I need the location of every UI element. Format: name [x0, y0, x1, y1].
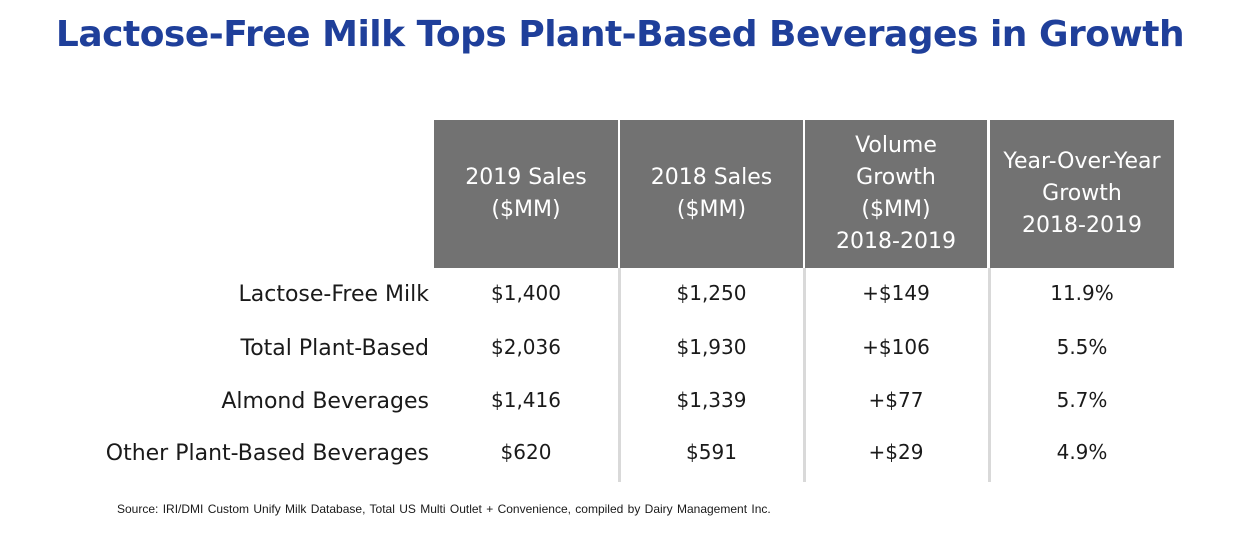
table-cell: $1,930 [676, 335, 747, 359]
row-label: Almond Beverages [221, 389, 429, 414]
column-divider [618, 268, 621, 482]
table-cell: +$149 [862, 281, 930, 305]
column-header-3: Volume Growth ($MM) 2018-2019 [805, 120, 987, 268]
table-cell: 4.9% [1056, 440, 1108, 464]
table-cell: $1,416 [491, 388, 561, 412]
row-label: Total Plant-Based [240, 336, 430, 361]
column-divider [803, 268, 806, 482]
column-header-4: Year-Over-Year Growth 2018-2019 [990, 120, 1174, 268]
table-cell: $1,250 [676, 281, 747, 305]
row-label: Lactose-Free Milk [238, 282, 429, 307]
row-label: Other Plant-Based Beverages [105, 441, 429, 466]
table-cell: $2,036 [491, 335, 561, 359]
table-cell: 11.9% [1050, 281, 1114, 305]
table-cell: +$106 [862, 335, 930, 359]
source-note: Source: IRI/DMI Custom Unify Milk Databa… [117, 502, 771, 516]
table-cell: 5.7% [1056, 388, 1108, 412]
table-cell: 5.5% [1056, 335, 1108, 359]
chart-title: Lactose-Free Milk Tops Plant-Based Bever… [55, 14, 1185, 55]
table-cell: $1,400 [491, 281, 561, 305]
table-cell: +$77 [868, 388, 924, 412]
table-cell: $1,339 [676, 388, 747, 412]
column-header-1: 2019 Sales ($MM) [434, 120, 618, 268]
table-cell: $591 [686, 440, 737, 464]
table-cell: +$29 [868, 440, 924, 464]
column-header-2: 2018 Sales ($MM) [620, 120, 803, 268]
column-divider [988, 268, 991, 482]
table-cell: $620 [500, 440, 552, 464]
